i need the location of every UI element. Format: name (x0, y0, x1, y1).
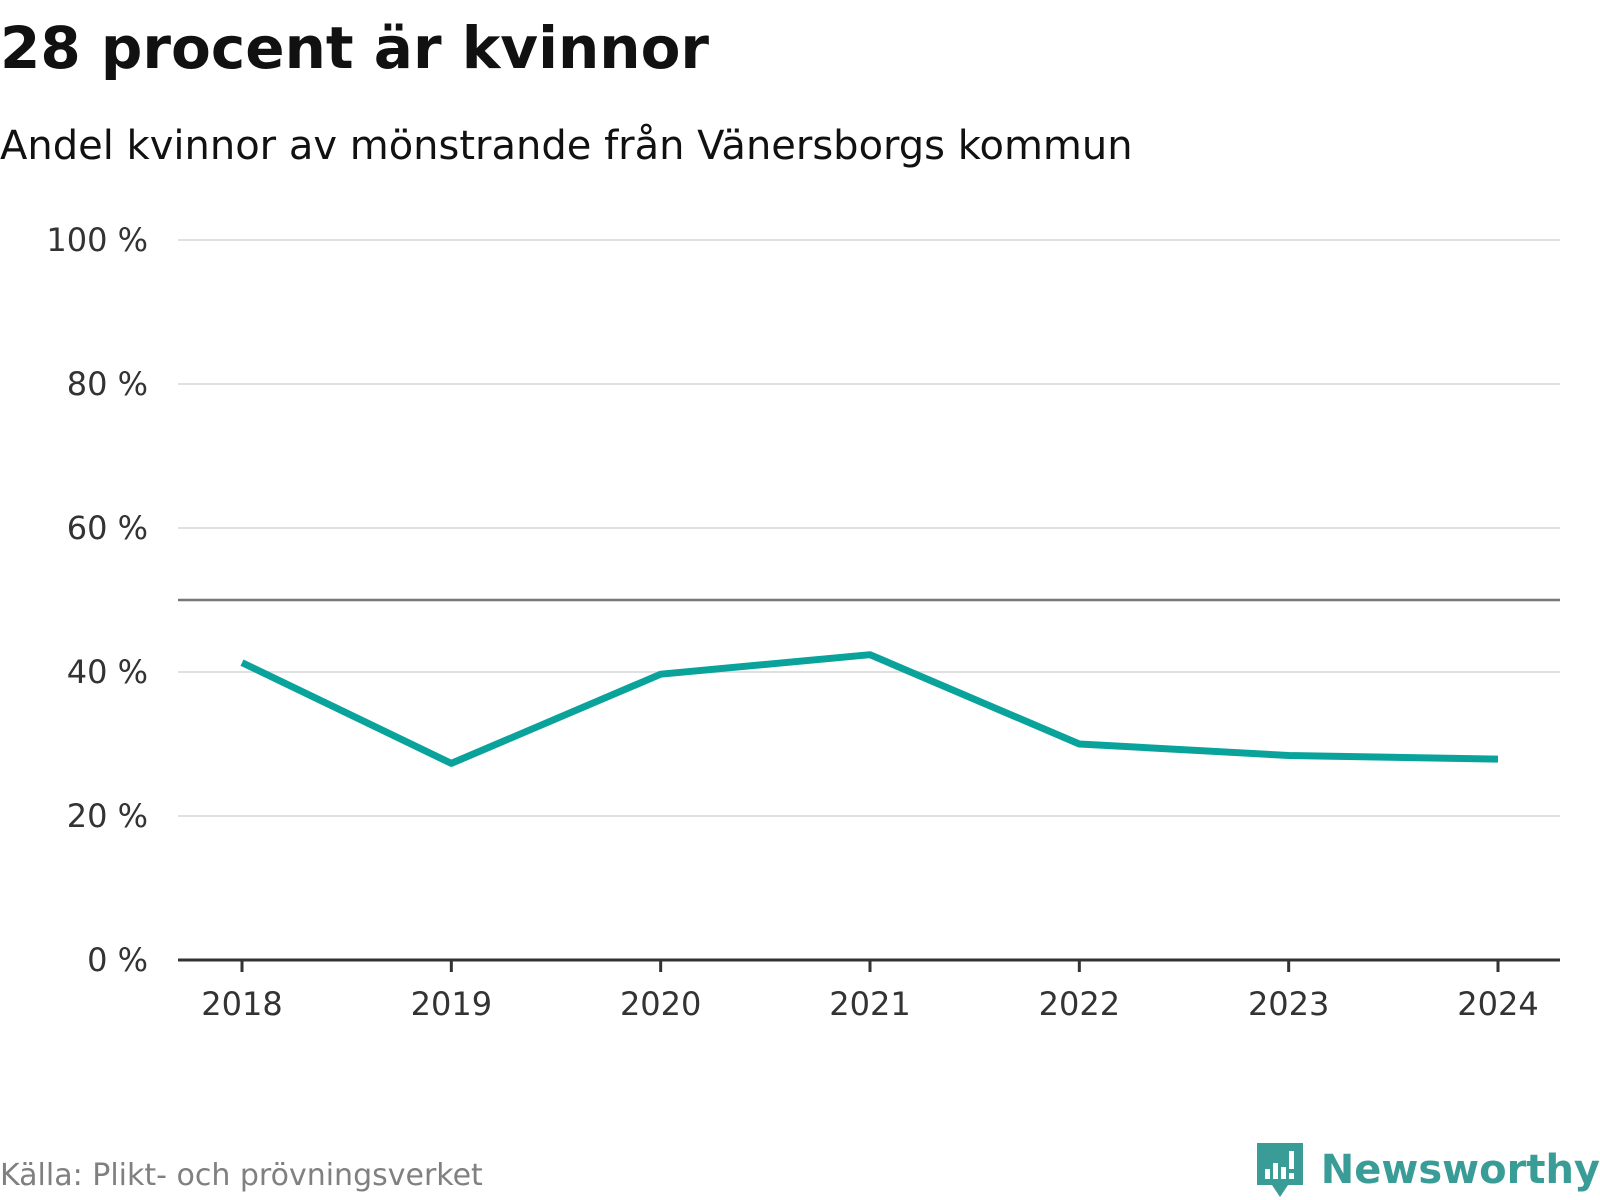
chart-subtitle: Andel kvinnor av mönstrande från Vänersb… (0, 123, 1133, 169)
x-tick-label-2018: 2018 (201, 985, 282, 1023)
y-axis-ticks: 0 % 20 % 40 % 60 % 80 % 100 % (46, 221, 148, 979)
y-tick-label-80: 80 % (67, 365, 148, 403)
x-tick-label-2024: 2024 (1457, 985, 1538, 1023)
y-tick-label-20: 20 % (67, 797, 148, 835)
x-tick-label-2021: 2021 (829, 985, 910, 1023)
y-tick-label-60: 60 % (67, 509, 148, 547)
y-tick-label-40: 40 % (67, 653, 148, 691)
gridlines (178, 239, 1560, 817)
y-tick-label-100: 100 % (46, 221, 148, 259)
newsworthy-logo-icon (1256, 1143, 1303, 1197)
x-tick-label-2019: 2019 (411, 985, 492, 1023)
chart-title: 28 procent är kvinnor (0, 14, 710, 82)
series-line-0 (240, 651, 1499, 767)
y-tick-label-0: 0 % (87, 941, 148, 979)
x-tick-label-2020: 2020 (620, 985, 701, 1023)
brand-name: Newsworthy (1320, 1147, 1600, 1193)
series-group (240, 651, 1499, 767)
source-note: Källa: Plikt- och prövningsverket (0, 1158, 483, 1193)
brand-logo: Newsworthy (1255, 1140, 1600, 1200)
x-tick-label-2023: 2023 (1248, 985, 1329, 1023)
x-tick-label-2022: 2022 (1039, 985, 1120, 1023)
x-axis-ticks: 2018 2019 2020 2021 2022 2023 2024 (201, 960, 1539, 1023)
